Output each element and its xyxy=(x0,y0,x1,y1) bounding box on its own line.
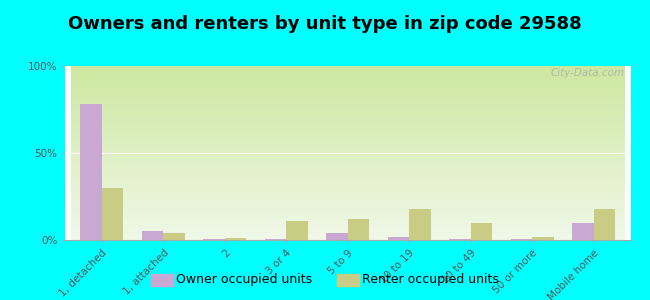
Text: City-Data.com: City-Data.com xyxy=(551,68,625,78)
Bar xyxy=(225,238,246,240)
Bar xyxy=(326,233,348,240)
Bar xyxy=(572,223,593,240)
Bar xyxy=(511,239,532,240)
Bar xyxy=(163,233,185,240)
Bar xyxy=(410,209,431,240)
Bar xyxy=(593,209,615,240)
Bar xyxy=(471,223,492,240)
Bar xyxy=(265,239,286,240)
Bar xyxy=(203,239,225,240)
Legend: Owner occupied units, Renter occupied units: Owner occupied units, Renter occupied un… xyxy=(146,268,504,291)
Bar xyxy=(81,104,102,240)
Bar xyxy=(532,236,554,240)
Bar xyxy=(348,219,369,240)
Bar xyxy=(449,239,471,240)
Text: Owners and renters by unit type in zip code 29588: Owners and renters by unit type in zip c… xyxy=(68,15,582,33)
Bar xyxy=(102,188,124,240)
Bar xyxy=(286,221,308,240)
Bar xyxy=(142,231,163,240)
Bar xyxy=(387,236,410,240)
